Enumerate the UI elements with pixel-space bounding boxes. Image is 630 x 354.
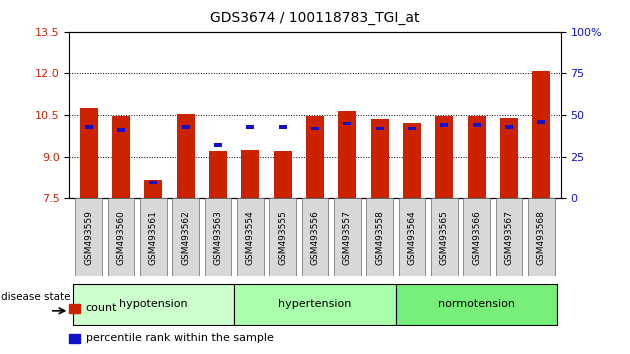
FancyBboxPatch shape [396,284,558,325]
Bar [500,118,518,198]
Bar [117,128,125,132]
Bar [435,116,453,198]
FancyBboxPatch shape [205,198,231,276]
Bar [181,125,190,129]
Bar [505,125,513,129]
Bar [278,125,287,129]
Bar [80,108,98,198]
Bar [343,121,352,125]
Bar [274,150,292,198]
Text: GSM493558: GSM493558 [375,210,384,265]
Text: GSM493562: GSM493562 [181,210,190,264]
Bar [467,116,486,198]
FancyBboxPatch shape [270,198,296,276]
Text: GDS3674 / 100118783_TGI_at: GDS3674 / 100118783_TGI_at [210,11,420,25]
Text: GSM493565: GSM493565 [440,210,449,265]
Text: GSM493560: GSM493560 [117,210,125,265]
FancyBboxPatch shape [72,284,234,325]
FancyBboxPatch shape [140,198,166,276]
Bar [440,123,449,127]
Bar [241,150,259,198]
FancyBboxPatch shape [237,198,263,276]
Bar [472,123,481,127]
FancyBboxPatch shape [334,198,360,276]
FancyBboxPatch shape [431,198,457,276]
FancyBboxPatch shape [108,198,134,276]
Bar [532,71,550,198]
FancyBboxPatch shape [464,198,490,276]
Text: GSM493556: GSM493556 [311,210,319,265]
Bar [311,126,319,130]
Bar [375,126,384,130]
FancyBboxPatch shape [173,198,199,276]
Text: GSM493568: GSM493568 [537,210,546,265]
Bar [403,123,421,198]
FancyBboxPatch shape [528,198,554,276]
Text: GSM493554: GSM493554 [246,210,255,264]
Text: GSM493557: GSM493557 [343,210,352,265]
Bar [69,334,80,343]
Text: GSM493561: GSM493561 [149,210,158,265]
Bar [338,111,356,198]
Bar [144,180,163,198]
Text: GSM493566: GSM493566 [472,210,481,265]
Text: percentile rank within the sample: percentile rank within the sample [86,333,273,343]
Text: GSM493563: GSM493563 [214,210,222,265]
FancyBboxPatch shape [496,198,522,276]
Bar [371,119,389,198]
Text: count: count [86,303,117,313]
Text: GSM493555: GSM493555 [278,210,287,265]
Text: GSM493559: GSM493559 [84,210,93,265]
Bar [537,120,546,124]
Bar [112,116,130,198]
FancyBboxPatch shape [367,198,393,276]
Text: normotension: normotension [438,299,515,309]
Bar [177,114,195,198]
Bar [408,126,416,130]
FancyBboxPatch shape [234,284,396,325]
Text: GSM493567: GSM493567 [505,210,513,265]
FancyBboxPatch shape [399,198,425,276]
Text: hypertension: hypertension [278,299,352,309]
Bar [246,125,255,129]
Text: disease state: disease state [1,292,71,302]
Text: GSM493564: GSM493564 [408,210,416,264]
Bar [149,181,158,184]
FancyBboxPatch shape [76,198,102,276]
Text: hypotension: hypotension [119,299,188,309]
Bar [209,151,227,198]
FancyBboxPatch shape [302,198,328,276]
Bar [306,116,324,198]
Bar [84,125,93,129]
Bar [214,143,222,147]
Bar [69,304,80,313]
